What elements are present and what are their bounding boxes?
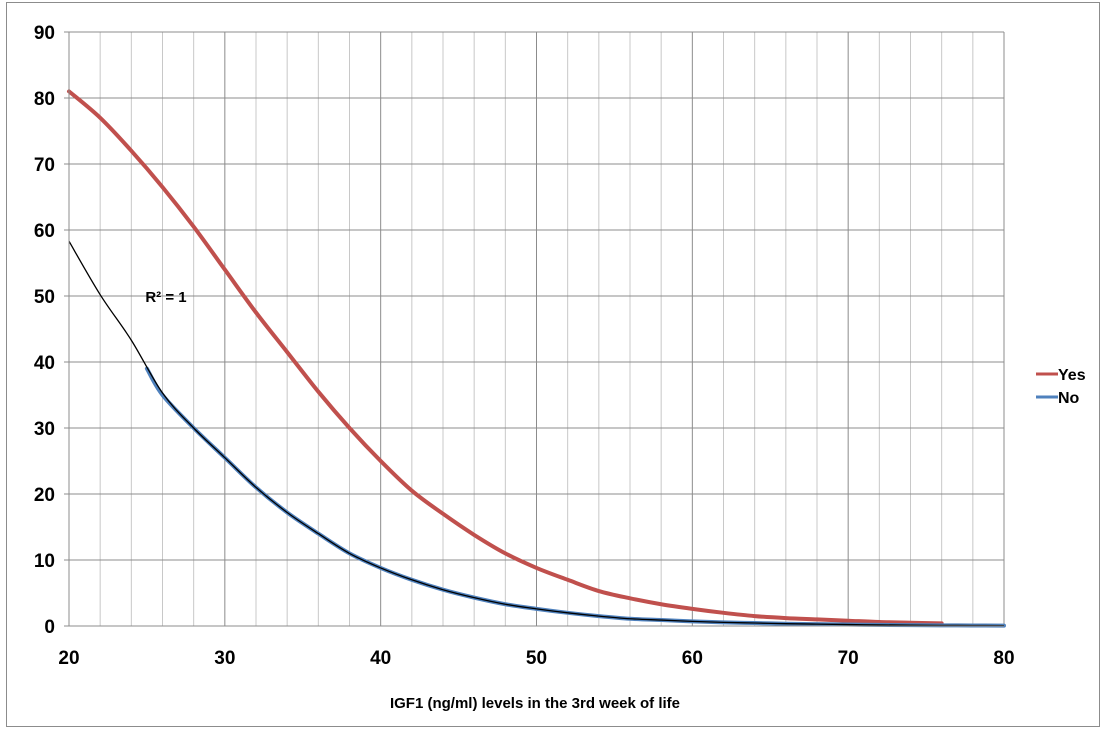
x-tick-label: 50	[526, 648, 547, 669]
chart-frame	[6, 2, 1100, 727]
x-tick-label: 80	[993, 648, 1014, 669]
trendline	[68, 240, 1005, 627]
grid	[68, 31, 1005, 627]
x-tick-label: 20	[58, 648, 79, 669]
legend-label-no: No	[1058, 390, 1080, 407]
legend-label-yes: Yes	[1058, 367, 1086, 384]
series-line-no	[144, 366, 1006, 628]
y-tick-label: 80	[34, 89, 55, 110]
y-tick-label: 0	[44, 617, 55, 638]
y-tick-label: 10	[34, 551, 55, 572]
y-tick-label: 70	[34, 155, 55, 176]
series-lines: R² = 1	[67, 89, 1006, 628]
y-tick-label: 40	[34, 353, 55, 374]
trendline-r2-label: R² = 1	[145, 289, 186, 306]
legend: Yes No	[1036, 367, 1086, 407]
y-tick-label: 60	[34, 221, 55, 242]
series-line-yes	[67, 89, 944, 626]
x-tick-label: 30	[214, 648, 235, 669]
x-axis-title: IGF1 (ng/ml) levels in the 3rd week of l…	[390, 695, 680, 712]
y-tick-label: 90	[34, 23, 55, 44]
x-tick-label: 70	[838, 648, 859, 669]
x-tick-label: 40	[370, 648, 391, 669]
y-tick-label: 20	[34, 485, 55, 506]
y-tick-label: 30	[34, 419, 55, 440]
axes: 0 10 20 30 40 50 60 70 80 90 20 30 40 50 60 70 80	[34, 23, 1015, 669]
y-tick-label: 50	[34, 287, 55, 308]
x-tick-label: 60	[682, 648, 703, 669]
